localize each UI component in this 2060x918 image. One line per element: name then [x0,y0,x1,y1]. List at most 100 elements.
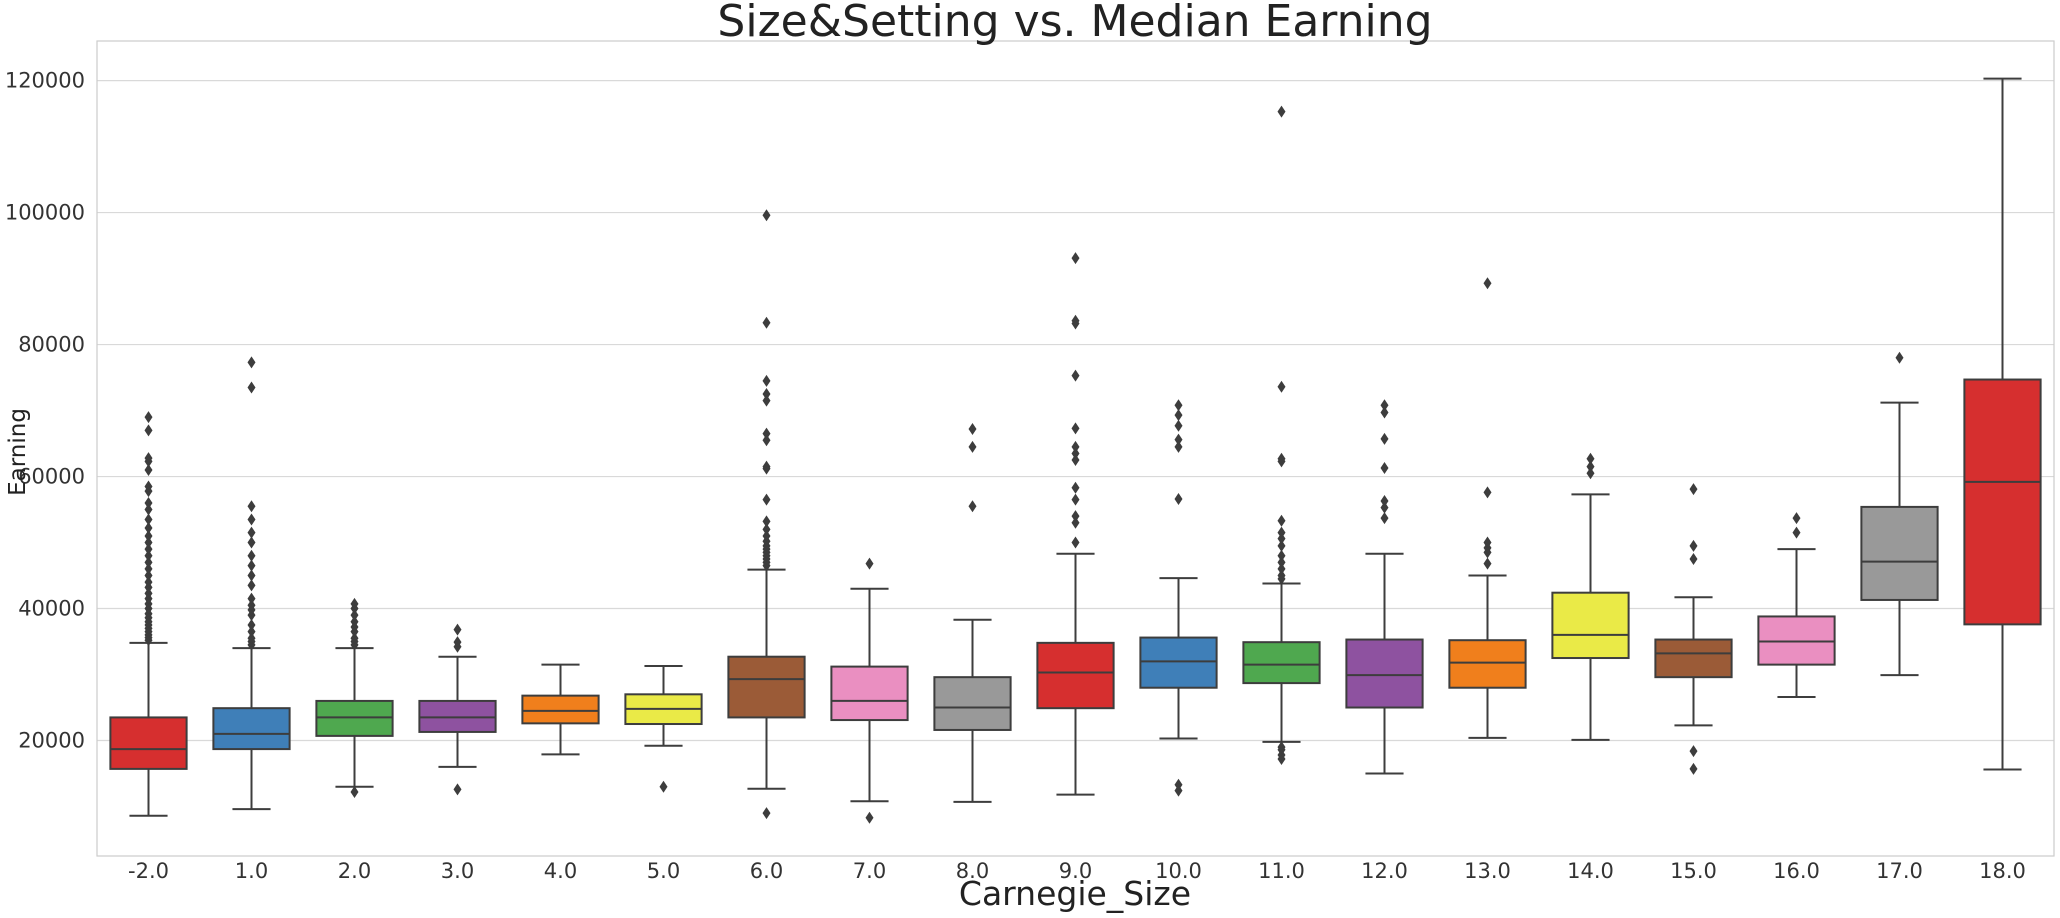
outlier-point [144,496,153,509]
outlier-point [144,424,153,437]
outlier-point [144,503,153,516]
outlier-point [762,388,771,401]
x-tick-label: 17.0 [1876,859,1923,883]
outlier-point [1277,741,1286,754]
y-tick-label: 120000 [5,69,85,93]
iqr-box [1551,591,1630,660]
outlier-point [453,783,462,796]
outlier-point [1689,553,1698,566]
box-group [1036,252,1115,796]
box-group [830,557,909,824]
outlier-point [144,463,153,476]
outlier-point [1277,539,1286,552]
box-group [624,664,703,793]
outlier-point [1174,419,1183,432]
outlier-point [144,536,153,549]
outlier-point [144,529,153,542]
iqr-box [1448,639,1527,689]
outlier-point [865,557,874,570]
box-group [727,209,806,820]
outlier-point [968,423,977,436]
outlier-point [1689,483,1698,496]
outlier-point [1277,514,1286,527]
outlier-point [144,556,153,569]
outlier-point [1380,406,1389,419]
iqr-box [727,655,806,719]
outlier-point [1483,557,1492,570]
iqr-box [1139,636,1218,689]
outlier-point [1071,481,1080,494]
outlier-point [1277,380,1286,393]
outlier-point [865,811,874,824]
outlier-point [1174,433,1183,446]
outlier-point [762,515,771,528]
outlier-point [1277,556,1286,569]
box-group [1448,277,1527,739]
outlier-point [762,394,771,407]
outlier-point [1792,512,1801,525]
outlier-point [350,597,359,610]
outlier-point [247,619,256,632]
box-group [933,423,1012,803]
x-tick-label: 8.0 [956,859,989,883]
box-group [1345,399,1424,775]
outlier-point [247,356,256,369]
x-tick-label: 16.0 [1773,859,1820,883]
x-tick-label: 15.0 [1670,859,1717,883]
outlier-point [144,452,153,465]
x-axis-label: Carnegie_Size [959,874,1191,913]
outlier-point [1380,461,1389,474]
outlier-point [762,529,771,542]
y-tick-label: 20000 [18,729,85,753]
box-group [1242,105,1321,765]
outlier-point [1277,452,1286,465]
outlier-point [1071,314,1080,327]
outlier-point [144,576,153,589]
outlier-point [1380,501,1389,514]
outlier-point [1483,486,1492,499]
outlier-point [1586,467,1595,480]
outlier-point [144,569,153,582]
outlier-point [762,434,771,447]
y-tick-label: 40000 [18,597,85,621]
outlier-point [144,411,153,424]
outlier-point [247,579,256,592]
outlier-point [1071,447,1080,460]
outlier-point [1071,252,1080,265]
outlier-point [968,440,977,453]
outlier-point [1071,536,1080,549]
box-group [1139,399,1218,797]
box-group [418,623,497,796]
outlier-point [1174,399,1183,412]
outlier-point [144,480,153,493]
y-tick-label: 60000 [18,465,85,489]
box-group [315,597,394,798]
iqr-box [1654,638,1733,679]
iqr-box [212,707,291,751]
outlier-point [1689,745,1698,758]
x-tick-label: 10.0 [1155,859,1202,883]
x-tick-label: 9.0 [1059,859,1092,883]
y-axis-ticks: 20000 40000 60000 80000 100000 120000 [5,69,85,753]
y-axis-label: Earning [5,408,31,496]
outlier-point [247,625,256,638]
x-tick-label: -2.0 [128,859,169,883]
outlier-point [968,500,977,513]
x-tick-label: 2.0 [338,859,371,883]
x-tick-label: 4.0 [544,859,577,883]
x-tick-label: 11.0 [1258,859,1305,883]
outlier-point [762,374,771,387]
x-tick-label: 13.0 [1464,859,1511,883]
outlier-point [144,549,153,562]
outlier-point [762,807,771,820]
outlier-point [1380,512,1389,525]
x-tick-label: 6.0 [750,859,783,883]
iqr-box [1242,641,1321,685]
y-tick-label: 100000 [5,201,85,225]
outlier-point [350,785,359,798]
iqr-box [933,676,1012,731]
box-group [212,356,291,811]
box-group [1654,483,1733,775]
chart-title: Size&Setting vs. Median Earning [717,0,1432,47]
